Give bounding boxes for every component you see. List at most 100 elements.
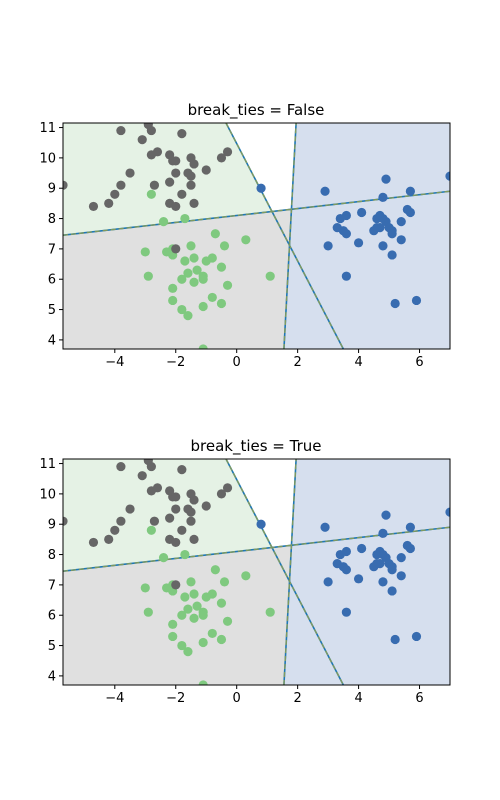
data-point-class-2 (177, 525, 187, 535)
data-point-class-2 (152, 147, 163, 157)
data-point-class-2 (222, 147, 233, 157)
data-point-class-2 (171, 504, 181, 514)
x-tick-label: 0 (233, 355, 241, 370)
data-point-class-2 (63, 516, 68, 526)
data-point-class-2 (201, 501, 211, 511)
data-point-class-0 (183, 647, 193, 657)
data-point-class-1 (353, 574, 364, 584)
data-point-class-1 (341, 229, 351, 239)
data-point-class-0 (180, 592, 190, 602)
x-tick-label: 2 (293, 355, 301, 370)
data-point-class-2 (116, 125, 126, 136)
x-axis: −4 −2 0 2 4 6 (105, 349, 424, 370)
plot-frame (62, 122, 451, 350)
data-point-class-2 (186, 507, 196, 517)
region-class-1 (283, 459, 450, 685)
data-point-class-1 (378, 192, 388, 202)
y-tick-label: 9 (48, 182, 56, 197)
data-point-class-2 (189, 495, 199, 505)
data-point-class-2 (177, 465, 187, 475)
data-point-class-0 (158, 552, 169, 563)
x-tick-label: −2 (166, 691, 185, 706)
data-point-class-0 (265, 271, 275, 281)
data-point-class-0 (210, 565, 220, 575)
data-point-class-1 (405, 543, 415, 554)
data-point-class-2 (104, 198, 114, 208)
data-point-class-0 (177, 610, 187, 620)
data-point-class-0 (186, 577, 196, 587)
y-tick-label: 10 (39, 487, 56, 502)
data-point-class-1 (256, 519, 266, 529)
data-point-class-2 (189, 198, 199, 208)
data-point-class-2 (189, 159, 199, 169)
y-tick-label: 9 (48, 518, 56, 533)
y-tick-label: 8 (48, 212, 56, 227)
data-point-class-0 (189, 589, 199, 599)
data-point-class-0 (210, 229, 220, 239)
data-point-class-2 (137, 471, 147, 481)
data-point-class-1 (353, 238, 364, 248)
data-point-class-1 (411, 631, 422, 642)
decision-boundary-line-dashed (225, 123, 344, 349)
data-point-class-0 (207, 628, 217, 639)
data-point-class-1 (387, 250, 397, 260)
data-point-class-0 (177, 304, 187, 315)
data-point-class-0 (198, 301, 208, 312)
data-point-class-1 (390, 298, 400, 309)
data-point-class-2 (143, 123, 153, 130)
data-point-class-1 (396, 216, 406, 227)
decision-boundary-line-dashed (225, 459, 344, 685)
data-point-class-1 (341, 210, 351, 221)
data-point-class-1 (411, 295, 422, 306)
x-tick-label: −2 (166, 355, 185, 370)
data-point-class-0 (207, 292, 217, 303)
data-point-class-1 (372, 223, 382, 233)
data-point-class-0 (186, 241, 196, 251)
data-point-class-1 (387, 229, 397, 239)
x-tick-label: 4 (354, 355, 362, 370)
x-tick-label: −4 (105, 355, 124, 370)
data-point-class-2 (88, 537, 99, 548)
x-tick-label: 2 (293, 691, 301, 706)
data-point-class-2 (165, 513, 175, 523)
x-tick-label: 4 (354, 691, 362, 706)
data-point-class-2 (186, 516, 196, 526)
data-point-class-0 (183, 268, 193, 278)
data-point-class-0 (146, 525, 156, 535)
chart-title: break_ties = False (188, 101, 325, 120)
data-point-class-0 (198, 610, 208, 620)
plot-frame (62, 458, 451, 686)
data-point-class-2 (177, 189, 187, 199)
y-axis: 4 5 6 7 8 9 10 11 (39, 121, 63, 348)
data-point-class-2 (152, 483, 163, 493)
y-tick-label: 7 (48, 242, 56, 257)
data-point-class-0 (222, 616, 233, 626)
data-point-class-1 (405, 207, 415, 218)
data-point-class-1 (381, 510, 391, 520)
y-tick-label: 11 (39, 457, 56, 472)
data-point-class-0 (198, 680, 208, 685)
data-point-class-0 (177, 640, 187, 651)
region-class-1 (283, 123, 450, 349)
x-tick-label: −4 (105, 691, 124, 706)
data-point-class-1 (372, 559, 382, 569)
data-point-class-2 (149, 180, 160, 190)
data-point-class-2 (222, 483, 233, 493)
data-point-class-1 (341, 565, 351, 575)
data-point-class-0 (207, 253, 217, 263)
x-axis: −4 −2 0 2 4 6 (105, 685, 424, 706)
data-point-class-0 (158, 216, 169, 227)
data-point-class-1 (378, 241, 388, 251)
data-point-class-2 (165, 177, 175, 187)
data-point-class-2 (125, 168, 135, 178)
data-point-class-0 (180, 256, 190, 266)
data-point-class-2 (171, 580, 181, 590)
data-point-class-1 (405, 186, 415, 196)
decision-boundary-line-dashed (283, 459, 297, 685)
data-point-class-2 (63, 180, 68, 190)
data-point-class-2 (189, 534, 199, 544)
data-point-class-0 (143, 271, 153, 281)
data-point-class-0 (183, 311, 193, 321)
data-point-class-2 (186, 171, 196, 181)
